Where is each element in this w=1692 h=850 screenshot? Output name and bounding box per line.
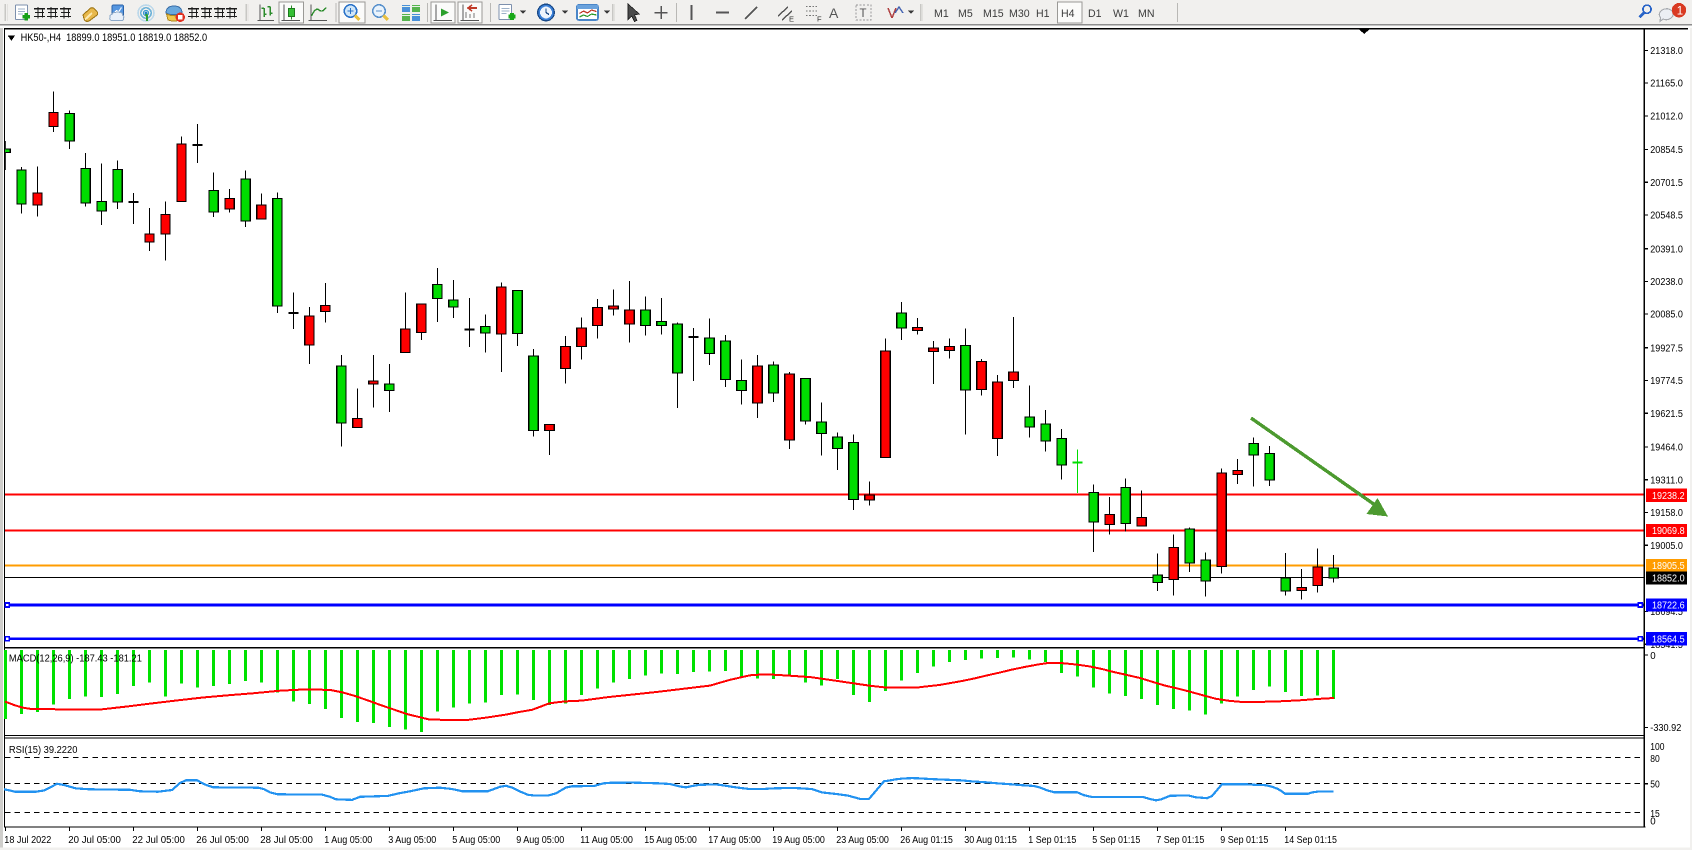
svg-text:19069.8: 19069.8 bbox=[1652, 526, 1685, 537]
svg-text:D1: D1 bbox=[1088, 8, 1102, 20]
svg-text:W1: W1 bbox=[1113, 8, 1129, 20]
svg-text:19238.2: 19238.2 bbox=[1652, 491, 1685, 502]
svg-text:M30: M30 bbox=[1009, 8, 1030, 20]
svg-text:80: 80 bbox=[1650, 754, 1660, 765]
svg-text:21012.0: 21012.0 bbox=[1650, 112, 1683, 123]
svg-text:9 Aug 05:00: 9 Aug 05:00 bbox=[516, 835, 565, 846]
svg-text:19774.5: 19774.5 bbox=[1650, 376, 1683, 387]
svg-text:50: 50 bbox=[1650, 779, 1660, 790]
svg-text:23 Aug 05:00: 23 Aug 05:00 bbox=[836, 835, 889, 846]
svg-text:21318.0: 21318.0 bbox=[1650, 46, 1683, 57]
svg-text:3 Aug 05:00: 3 Aug 05:00 bbox=[388, 835, 437, 846]
svg-text:20085.0: 20085.0 bbox=[1650, 310, 1683, 321]
svg-text:19927.5: 19927.5 bbox=[1650, 343, 1683, 354]
svg-text:A: A bbox=[829, 5, 839, 21]
svg-text:19158.0: 19158.0 bbox=[1650, 508, 1683, 519]
svg-text:19311.0: 19311.0 bbox=[1650, 475, 1683, 486]
svg-text:5 Sep 01:15: 5 Sep 01:15 bbox=[1092, 835, 1140, 846]
svg-text:19 Aug 05:00: 19 Aug 05:00 bbox=[772, 835, 825, 846]
svg-text:MN: MN bbox=[1138, 8, 1154, 20]
svg-text:T: T bbox=[860, 8, 867, 20]
svg-text:15 Aug 05:00: 15 Aug 05:00 bbox=[644, 835, 697, 846]
svg-text:30 Aug 01:15: 30 Aug 01:15 bbox=[964, 835, 1017, 846]
svg-text:HK50-,H4 18899.0 18951.0 1881: HK50-,H4 18899.0 18951.0 18819.0 18852.0 bbox=[21, 32, 208, 44]
svg-text:H1: H1 bbox=[1036, 8, 1050, 20]
svg-text:20854.5: 20854.5 bbox=[1650, 145, 1683, 156]
svg-text:14 Sep 01:15: 14 Sep 01:15 bbox=[1284, 835, 1337, 846]
svg-text:18905.5: 18905.5 bbox=[1652, 561, 1685, 572]
svg-text:28 Jul 05:00: 28 Jul 05:00 bbox=[260, 835, 313, 846]
svg-text:18564.5: 18564.5 bbox=[1652, 635, 1685, 646]
svg-text:M1: M1 bbox=[934, 8, 949, 20]
svg-text:M15: M15 bbox=[983, 8, 1004, 20]
svg-text:20391.0: 20391.0 bbox=[1650, 244, 1683, 255]
svg-text:26 Jul 05:00: 26 Jul 05:00 bbox=[196, 835, 249, 846]
svg-text:20 Jul 05:00: 20 Jul 05:00 bbox=[68, 835, 121, 846]
svg-text:20701.5: 20701.5 bbox=[1650, 178, 1683, 189]
svg-text:0: 0 bbox=[1650, 651, 1656, 662]
svg-text:H4: H4 bbox=[1061, 8, 1075, 20]
svg-text:9 Sep 01:15: 9 Sep 01:15 bbox=[1220, 835, 1268, 846]
svg-text:19005.0: 19005.0 bbox=[1650, 541, 1683, 552]
svg-text:18 Jul 2022: 18 Jul 2022 bbox=[4, 835, 51, 846]
svg-text:1 Aug 05:00: 1 Aug 05:00 bbox=[324, 835, 373, 846]
svg-text:19464.0: 19464.0 bbox=[1650, 443, 1683, 454]
svg-text:26 Aug 01:15: 26 Aug 01:15 bbox=[900, 835, 953, 846]
svg-text:18722.6: 18722.6 bbox=[1652, 601, 1685, 612]
svg-text:15: 15 bbox=[1650, 809, 1660, 820]
svg-text:0: 0 bbox=[1650, 816, 1656, 827]
svg-text:7 Sep 01:15: 7 Sep 01:15 bbox=[1156, 835, 1204, 846]
svg-text:17 Aug 05:00: 17 Aug 05:00 bbox=[708, 835, 761, 846]
svg-text:18852.0: 18852.0 bbox=[1652, 574, 1685, 585]
svg-text:-330.92: -330.92 bbox=[1650, 723, 1681, 734]
svg-text:RSI(15) 39.2220: RSI(15) 39.2220 bbox=[9, 745, 78, 756]
svg-text:M5: M5 bbox=[958, 8, 973, 20]
svg-text:100: 100 bbox=[1650, 742, 1665, 753]
svg-text:E: E bbox=[789, 15, 794, 24]
svg-text:21165.0: 21165.0 bbox=[1650, 79, 1683, 90]
svg-text:5 Aug 05:00: 5 Aug 05:00 bbox=[452, 835, 501, 846]
svg-text:1 Sep 01:15: 1 Sep 01:15 bbox=[1028, 835, 1076, 846]
svg-text:MACD(12,26,9) -187.43 -181.21: MACD(12,26,9) -187.43 -181.21 bbox=[9, 654, 142, 665]
svg-text:11 Aug 05:00: 11 Aug 05:00 bbox=[580, 835, 633, 846]
svg-text:F: F bbox=[817, 15, 822, 24]
svg-text:19621.5: 19621.5 bbox=[1650, 409, 1683, 420]
svg-text:20548.5: 20548.5 bbox=[1650, 211, 1683, 222]
svg-text:1: 1 bbox=[1677, 6, 1683, 18]
svg-text:20238.0: 20238.0 bbox=[1650, 277, 1683, 288]
svg-text:22 Jul 05:00: 22 Jul 05:00 bbox=[132, 835, 185, 846]
svg-text:18694.5: 18694.5 bbox=[1650, 607, 1683, 618]
